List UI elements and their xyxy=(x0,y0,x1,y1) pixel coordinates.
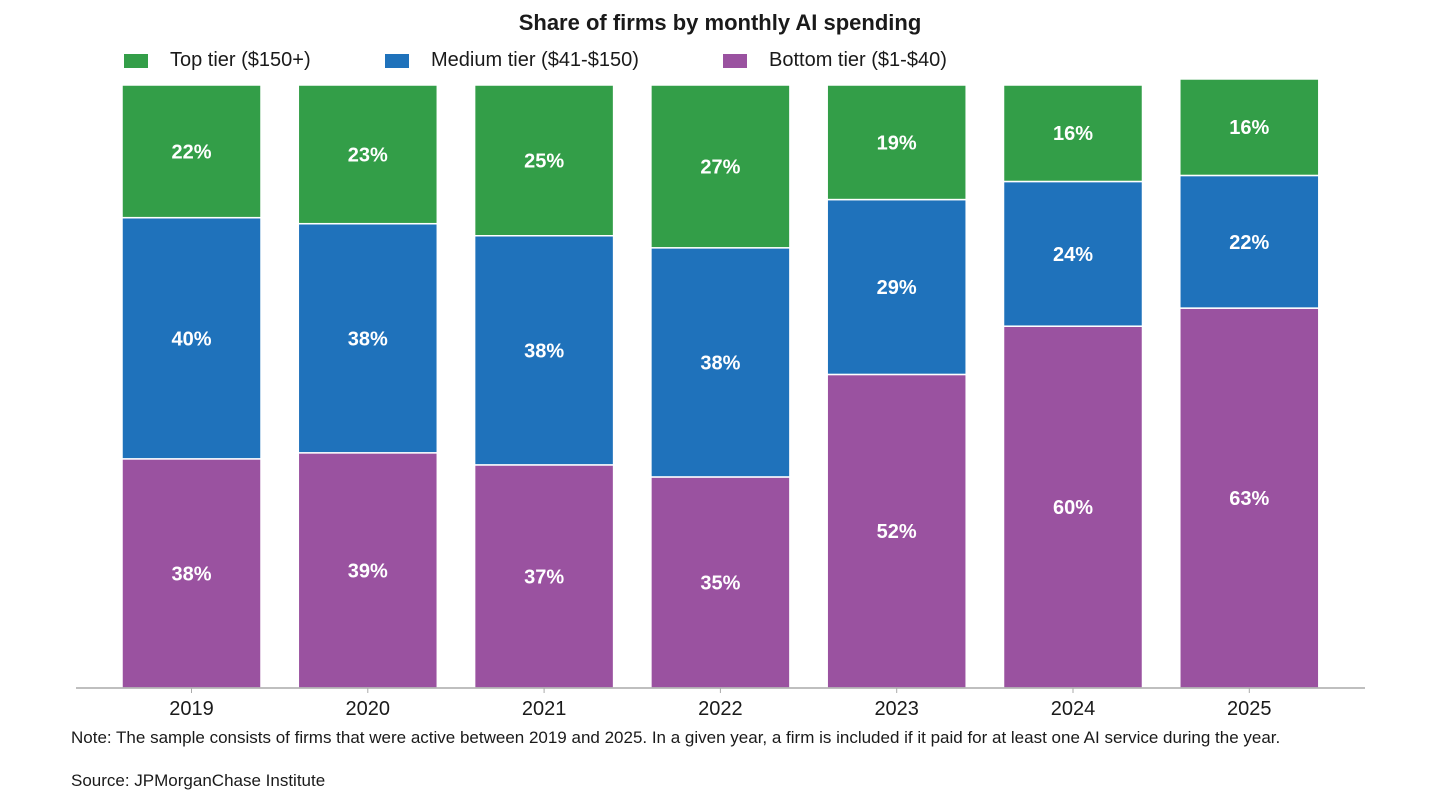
bar-segment-bottom-tier-2019 xyxy=(121,458,262,689)
bar-segment-top-tier-2023 xyxy=(826,84,967,201)
bar-segment-medium-tier-2023 xyxy=(826,198,967,376)
chart-title: Share of firms by monthly AI spending xyxy=(518,10,922,35)
bar-segment-medium-tier-2019 xyxy=(121,216,262,460)
x-tick-label: 2022 xyxy=(698,698,743,720)
x-tick-label: 2020 xyxy=(346,698,391,720)
data-label: 16% xyxy=(1229,117,1269,139)
legend-item-top-tier: Top tier ($150+) xyxy=(124,49,311,72)
bar-segment-bottom-tier-2020 xyxy=(297,452,439,689)
data-label: 22% xyxy=(171,141,211,163)
data-label: 38% xyxy=(348,328,388,350)
data-label: 23% xyxy=(348,144,388,166)
data-label: 22% xyxy=(1229,232,1269,254)
bar-segment-medium-tier-2020 xyxy=(297,222,439,454)
legend-label: Medium tier ($41-$150) xyxy=(431,49,639,71)
data-label: 40% xyxy=(171,328,211,350)
legend-label: Bottom tier ($1-$40) xyxy=(769,49,947,71)
data-label: 24% xyxy=(1053,244,1093,266)
data-label: 38% xyxy=(171,563,211,585)
data-label: 63% xyxy=(1229,488,1269,510)
legend-item-bottom-tier: Bottom tier ($1-$40) xyxy=(723,49,947,72)
data-label: 19% xyxy=(877,132,917,154)
x-tick-label: 2023 xyxy=(874,698,919,720)
bar-segment-medium-tier-2022 xyxy=(650,247,791,478)
bar-segment-top-tier-2024 xyxy=(1002,84,1144,183)
bar-segment-top-tier-2022 xyxy=(650,84,791,249)
chart-source: Source: JPMorganChase Institute xyxy=(71,771,326,790)
chart-note: Note: The sample consists of firms that … xyxy=(71,728,1281,747)
legend-label: Top tier ($150+) xyxy=(170,49,311,71)
data-label: 35% xyxy=(700,572,740,594)
x-tick-label: 2021 xyxy=(522,698,567,720)
data-label: 37% xyxy=(524,566,564,588)
data-label: 39% xyxy=(348,560,388,582)
bar-segment-bottom-tier-2023 xyxy=(826,373,967,689)
bar-segment-top-tier-2025 xyxy=(1179,78,1320,177)
bar-segment-medium-tier-2025 xyxy=(1179,174,1320,309)
data-label: 60% xyxy=(1053,497,1093,519)
x-tick-label: 2024 xyxy=(1051,698,1096,720)
legend-swatch-medium-tier xyxy=(385,53,409,68)
bar-segment-bottom-tier-2022 xyxy=(650,476,791,689)
data-label: 52% xyxy=(877,521,917,543)
bar-segment-bottom-tier-2024 xyxy=(1002,325,1144,689)
bar-segment-medium-tier-2021 xyxy=(473,235,615,466)
legend-swatch-top-tier xyxy=(124,53,148,68)
data-label: 16% xyxy=(1053,123,1093,145)
data-label: 29% xyxy=(877,277,917,299)
data-label: 38% xyxy=(524,340,564,362)
bar-segment-bottom-tier-2025 xyxy=(1179,307,1320,689)
legend-item-medium-tier: Medium tier ($41-$150) xyxy=(385,49,639,72)
x-tick-label: 2019 xyxy=(169,698,214,720)
data-label: 38% xyxy=(700,352,740,374)
bar-segment-top-tier-2019 xyxy=(121,84,262,219)
bar-segment-medium-tier-2024 xyxy=(1002,180,1144,327)
data-label: 27% xyxy=(700,156,740,178)
bar-segment-top-tier-2020 xyxy=(297,84,439,225)
data-label: 25% xyxy=(524,150,564,172)
x-tick-label: 2025 xyxy=(1227,698,1272,720)
legend-swatch-bottom-tier xyxy=(723,53,747,68)
bar-segment-top-tier-2021 xyxy=(473,84,615,237)
